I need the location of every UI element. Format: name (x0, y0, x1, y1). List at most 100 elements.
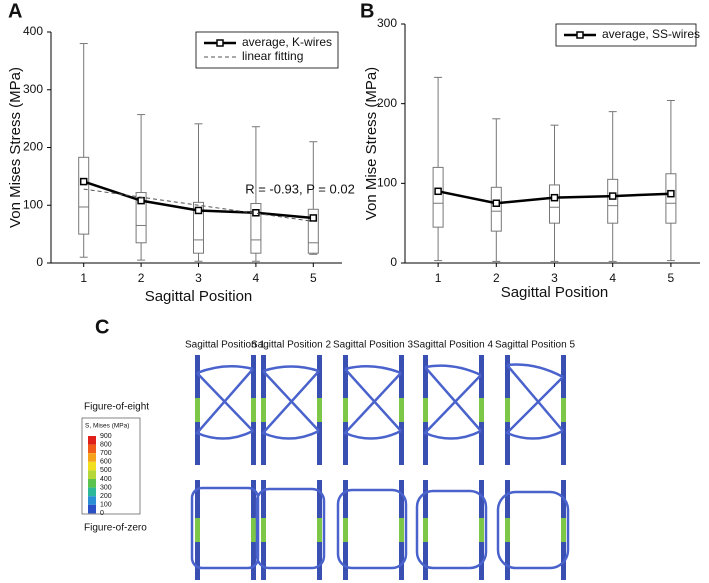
legend-swatch (88, 453, 96, 462)
mean-marker (608, 192, 617, 200)
y-tick-label: 300 (23, 82, 43, 96)
box (490, 186, 502, 232)
box (250, 203, 262, 254)
legend-label: 0 (100, 510, 104, 517)
x-tick-label: 2 (138, 271, 145, 285)
figure-zero-wire (255, 487, 326, 570)
legend-label: 400 (100, 476, 112, 483)
stress-spot (261, 398, 266, 422)
legend-marker (216, 39, 224, 47)
x-tick-label: 4 (253, 271, 260, 285)
box (549, 184, 560, 224)
mean-marker (550, 193, 559, 202)
legend-box (555, 23, 697, 47)
box (607, 178, 619, 224)
stress-spot (317, 518, 322, 542)
legend-label: 700 (100, 450, 112, 457)
stress-spot (343, 398, 348, 422)
box (78, 156, 90, 235)
figure-eight-wire (422, 364, 482, 440)
x-tick-label: 3 (551, 271, 558, 285)
x-tick-label: 3 (195, 271, 202, 285)
y-tick-label: 0 (390, 255, 397, 269)
legend-swatch (88, 487, 96, 497)
figure-eight-wire (504, 363, 564, 440)
stress-spot (479, 398, 484, 422)
row-label: Figure-of-eight (84, 402, 149, 413)
legend-label: 600 (100, 459, 112, 466)
stress-spot (251, 398, 256, 422)
legend-label: average, K-wires (242, 35, 332, 49)
y-axis-label: Von Mises Stress (MPa) (7, 67, 24, 228)
stress-spot (423, 518, 428, 542)
stress-spot (195, 518, 200, 542)
column-title: Sagittal Position 3 (333, 340, 413, 351)
x-tick-label: 1 (435, 271, 442, 285)
mean-marker (434, 187, 442, 196)
x-tick-label: 2 (493, 271, 500, 285)
box (135, 192, 147, 244)
stress-spot (195, 398, 200, 422)
panel-label: B (360, 0, 374, 22)
y-tick-label: 200 (23, 140, 43, 154)
box (307, 208, 319, 254)
legend-swatch (88, 436, 96, 445)
stress-spot (399, 398, 404, 422)
column-title: Sagittal Position 4 (413, 340, 493, 351)
x-tick-label: 1 (80, 271, 87, 285)
x-axis-label: Sagittal Position (145, 288, 253, 305)
stress-spot (261, 518, 266, 542)
legend-label: 500 (100, 467, 112, 474)
legend-label: 300 (100, 484, 112, 491)
row-label: Figure-of-zero (84, 523, 147, 534)
y-tick-label: 100 (377, 176, 397, 190)
annotation: R = -0.93, P = 0.02 (245, 181, 355, 196)
mean-marker (492, 199, 501, 207)
panel-label: A (8, 0, 22, 22)
legend-label: 200 (100, 493, 112, 500)
x-tick-label: 4 (609, 271, 616, 285)
x-axis-label: Sagittal Position (501, 284, 609, 301)
box (432, 166, 444, 228)
y-tick-label: 400 (23, 24, 43, 38)
legend-swatch (88, 479, 96, 488)
y-axis-label: Von Mise Stress (MPa) (363, 67, 380, 220)
stress-spot (561, 398, 566, 422)
figure-eight-wire (342, 365, 402, 440)
legend-label: average, SS-wires (602, 27, 700, 41)
figure-eight-wire (194, 365, 254, 440)
y-tick-label: 100 (23, 197, 43, 211)
legend-title: S, Mises (MPa) (85, 423, 129, 430)
x-tick-label: 5 (668, 271, 675, 285)
mean-marker (667, 189, 675, 198)
stress-spot (505, 518, 510, 542)
column-title: Sagittal Position 1 (185, 340, 265, 351)
y-tick-label: 300 (377, 16, 397, 30)
legend-swatch (88, 461, 96, 471)
stress-spot (423, 398, 428, 422)
stress-spot (251, 518, 256, 542)
legend-label: linear fitting (242, 49, 303, 63)
stress-spot (561, 518, 566, 542)
legend-swatch (88, 470, 96, 479)
figure-zero-wire (496, 490, 570, 570)
box (193, 201, 204, 254)
figure-zero-wire (190, 486, 260, 570)
stress-spot (343, 518, 348, 542)
figure-zero-wire (415, 489, 488, 570)
figure-eight-wire (260, 365, 320, 440)
stress-spot (399, 518, 404, 542)
stress-spot (317, 398, 322, 422)
panel-label: C (95, 316, 109, 338)
legend-label: 100 (100, 502, 112, 509)
legend-box (195, 31, 339, 69)
legend-label: 900 (100, 433, 112, 440)
figure-zero-wire (336, 488, 408, 570)
x-tick-label: 5 (310, 271, 317, 285)
legend-swatch (88, 496, 96, 505)
stress-spot (505, 398, 510, 422)
stress-spot (479, 518, 484, 542)
legend-swatch (88, 504, 96, 514)
box (665, 173, 677, 224)
